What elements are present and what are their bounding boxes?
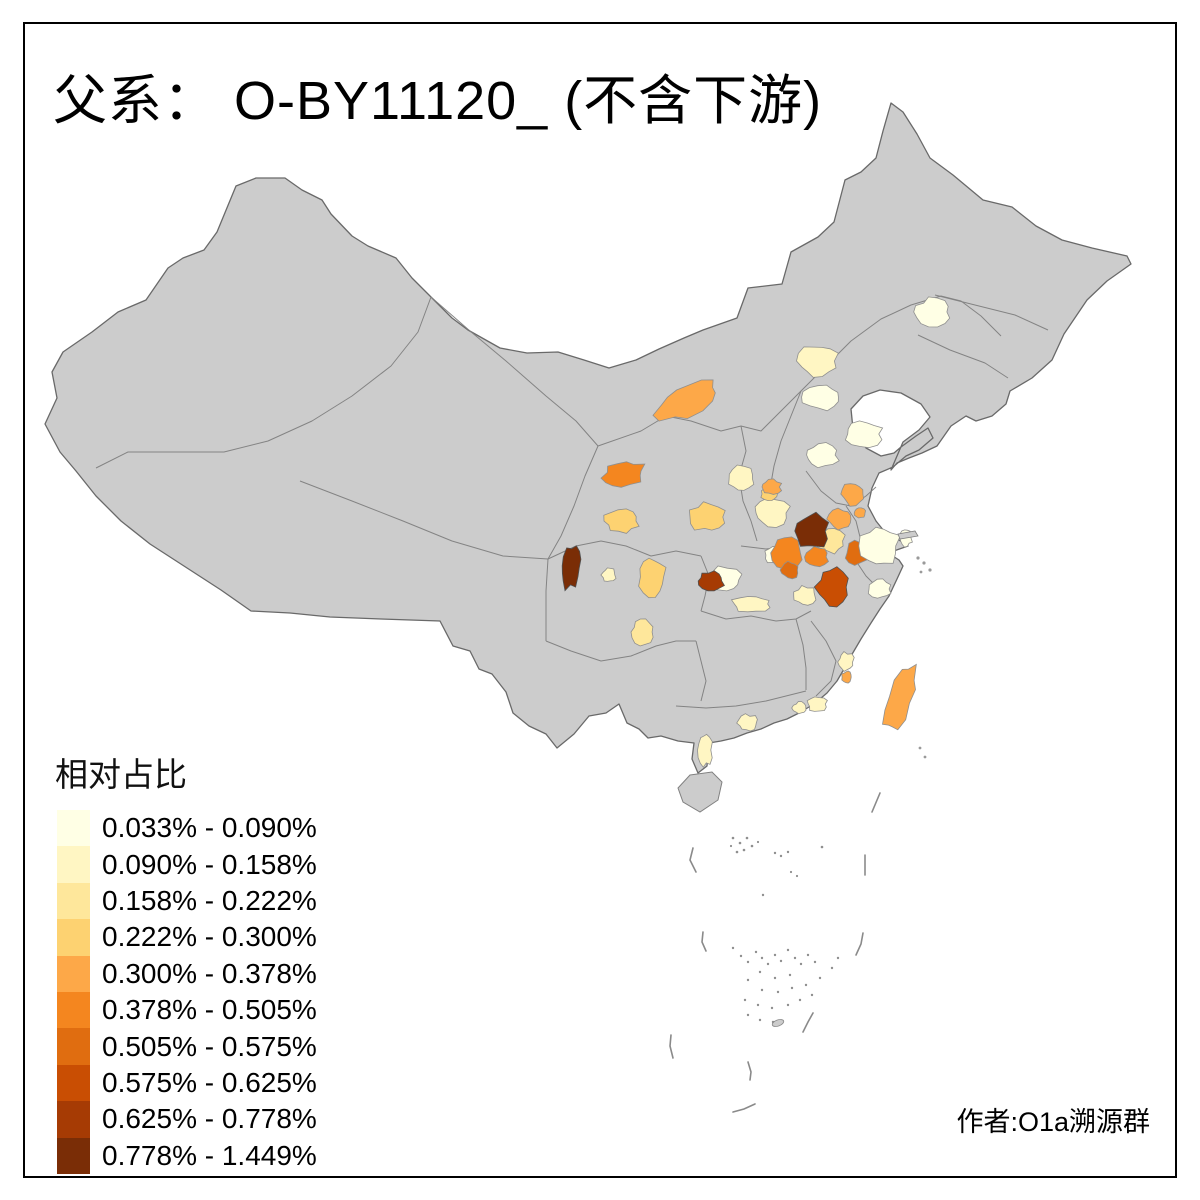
legend-swatch xyxy=(57,882,90,920)
page-title: 父系： O-BY11120_ (不含下游) xyxy=(53,71,823,131)
legend-swatch xyxy=(57,1137,90,1174)
legend-swatch xyxy=(57,846,90,883)
map-region xyxy=(603,508,640,534)
legend-label: 0.378% - 0.505% xyxy=(102,994,317,1026)
legend-row: 0.090% - 0.158% xyxy=(57,846,317,883)
map-region xyxy=(791,701,807,715)
legend-row: 0.222% - 0.300% xyxy=(57,919,317,956)
legend-label: 0.625% - 0.778% xyxy=(102,1103,317,1135)
legend-label: 0.158% - 0.222% xyxy=(102,884,317,916)
legend-row: 0.300% - 0.378% xyxy=(57,955,317,992)
map-region xyxy=(561,545,582,592)
map-region xyxy=(806,696,828,712)
map-region xyxy=(837,651,855,672)
legend-swatch xyxy=(57,991,90,1029)
legend-row: 0.378% - 0.505% xyxy=(57,991,317,1029)
map-region xyxy=(804,546,830,568)
chongming-island xyxy=(897,530,919,540)
map-region xyxy=(813,566,849,608)
map-region xyxy=(697,570,725,592)
map-region xyxy=(761,478,783,495)
map-region xyxy=(801,384,839,412)
legend-swatch xyxy=(57,955,90,992)
legend-row: 0.778% - 1.449% xyxy=(57,1137,317,1174)
legend-title: 相对占比 xyxy=(55,756,187,793)
map-region xyxy=(638,557,667,599)
map-region xyxy=(728,464,755,491)
map-region xyxy=(796,346,839,378)
legend-row: 0.575% - 0.625% xyxy=(57,1064,317,1102)
legend-row: 0.505% - 0.575% xyxy=(57,1028,317,1065)
legend-label: 0.222% - 0.300% xyxy=(102,921,317,953)
legend-row: 0.158% - 0.222% xyxy=(57,882,317,920)
legend-swatch xyxy=(57,1028,90,1065)
legend-label: 0.505% - 0.575% xyxy=(102,1030,317,1062)
islands xyxy=(677,530,932,813)
map-region xyxy=(794,511,830,548)
figure-frame xyxy=(23,22,1177,1178)
legend-label: 0.300% - 0.378% xyxy=(102,957,317,989)
map-region xyxy=(844,420,884,449)
map-region xyxy=(652,379,716,422)
map-region xyxy=(840,483,865,507)
legend-label: 0.778% - 1.449% xyxy=(102,1139,317,1171)
legend-swatch xyxy=(57,1101,90,1138)
map-region xyxy=(754,497,791,528)
zhoushan-islands xyxy=(916,556,932,759)
map-region xyxy=(806,442,840,469)
map-region xyxy=(913,296,951,328)
nine-dash-line xyxy=(669,792,881,1113)
legend-row: 0.625% - 0.778% xyxy=(57,1101,317,1138)
map-region xyxy=(600,567,617,582)
legend-row: 0.033% - 0.090% xyxy=(57,810,317,847)
legend-swatch xyxy=(57,810,90,847)
legend-label: 0.090% - 0.158% xyxy=(102,848,317,880)
map-region xyxy=(853,507,867,519)
legend-label: 0.575% - 0.625% xyxy=(102,1066,317,1098)
legend-label: 0.033% - 0.090% xyxy=(102,812,317,844)
map-region xyxy=(730,596,771,613)
colored-regions xyxy=(561,296,951,768)
map-region xyxy=(630,618,654,647)
map-region xyxy=(867,578,892,599)
map-region xyxy=(697,733,713,768)
legend-rows: 0.033% - 0.090% 0.090% - 0.158% 0.158% -… xyxy=(57,810,317,1174)
map-region xyxy=(688,501,726,531)
map-region xyxy=(841,670,852,684)
map-region xyxy=(600,461,646,488)
hainan-island xyxy=(677,771,723,813)
south-china-sea-islets xyxy=(729,836,840,1027)
map-region xyxy=(882,663,917,731)
map-region xyxy=(826,507,852,531)
legend-swatch xyxy=(57,1064,90,1102)
china-mainland-outline xyxy=(44,102,1132,774)
legend: 相对占比 0.033% - 0.090% 0.090% - 0.158% 0.1… xyxy=(55,748,317,1174)
map-region xyxy=(858,526,902,565)
legend-swatch xyxy=(57,919,90,956)
map-region xyxy=(779,560,799,580)
map-region xyxy=(736,713,758,732)
map-region xyxy=(793,585,817,606)
attribution: 作者:O1a溯源群 xyxy=(956,1107,1150,1137)
